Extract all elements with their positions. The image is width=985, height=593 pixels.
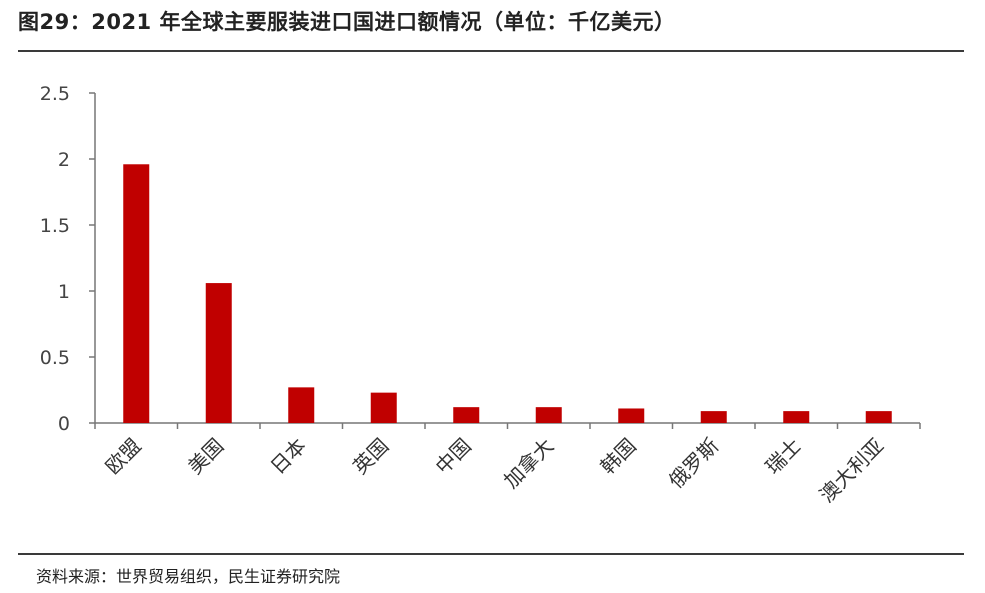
x-category-label: 英国 bbox=[348, 434, 393, 479]
x-category-label: 俄罗斯 bbox=[664, 434, 723, 493]
bar-加拿大 bbox=[535, 407, 562, 423]
y-tick-label: 1.5 bbox=[40, 215, 70, 237]
bar-澳大利亚 bbox=[865, 411, 892, 423]
source-divider bbox=[18, 553, 964, 555]
source-note: 资料来源：世界贸易组织，民生证券研究院 bbox=[36, 567, 341, 586]
x-category-label: 欧盟 bbox=[101, 434, 146, 479]
x-category-label: 日本 bbox=[266, 434, 311, 479]
y-tick-label: 2 bbox=[58, 149, 70, 171]
x-labels: 欧盟 美国 日本 英国 中国 加拿大 韩国 俄罗斯 瑞士 澳大利亚 bbox=[101, 434, 889, 508]
bar-俄罗斯 bbox=[700, 411, 727, 423]
x-category-label: 瑞士 bbox=[761, 434, 806, 479]
y-tick-label: 2.5 bbox=[40, 83, 70, 105]
x-category-label: 中国 bbox=[431, 434, 476, 479]
bar-日本 bbox=[288, 387, 315, 423]
title-divider bbox=[18, 50, 964, 52]
x-category-label: 韩国 bbox=[596, 434, 641, 479]
bar-欧盟 bbox=[123, 164, 150, 423]
y-tick-label: 0 bbox=[58, 413, 70, 435]
y-tick-label: 0.5 bbox=[40, 347, 70, 369]
x-category-label: 澳大利亚 bbox=[815, 434, 889, 508]
bar-英国 bbox=[370, 392, 397, 423]
x-ticks bbox=[94, 423, 921, 429]
bar-chart: 0 0.5 1 1.5 2 2.5 欧盟 美国 日本 英国 中国 加拿大 韩国 俄罗斯 瑞士 澳大利亚 bbox=[40, 83, 921, 508]
bar-中国 bbox=[453, 407, 480, 423]
y-tick-label: 1 bbox=[58, 281, 70, 303]
bar-美国 bbox=[205, 283, 232, 423]
bar-瑞士 bbox=[783, 411, 810, 423]
bar-韩国 bbox=[618, 408, 645, 423]
bars bbox=[123, 164, 892, 423]
x-category-label: 加拿大 bbox=[499, 434, 558, 493]
x-category-label: 美国 bbox=[183, 434, 228, 479]
chart-title: 图29：2021 年全球主要服装进口国进口额情况（单位：千亿美元） bbox=[18, 10, 676, 34]
y-ticks: 0 0.5 1 1.5 2 2.5 bbox=[40, 83, 95, 435]
